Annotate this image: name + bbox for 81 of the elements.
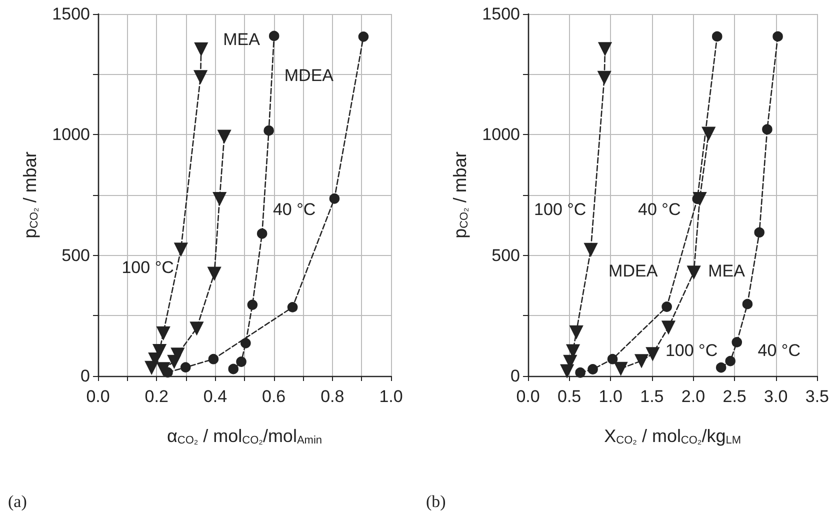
point: [732, 337, 742, 348]
x-tick-label: 0.5: [557, 387, 582, 406]
y-axis-title: pCO₂ / mbar: [20, 152, 40, 238]
point: [598, 42, 612, 56]
point: [584, 242, 598, 256]
y-tick-label: 1500: [52, 4, 90, 24]
point: [256, 228, 268, 239]
annotation: 100 °C: [534, 200, 586, 219]
point: [646, 347, 660, 360]
x-tick-label: 1.5: [640, 387, 664, 406]
annotation: MDEA: [608, 262, 658, 281]
annotation: 40 °C: [272, 200, 316, 219]
point: [634, 354, 648, 368]
point: [702, 126, 716, 140]
point: [687, 266, 700, 279]
point: [614, 362, 628, 376]
x-tick-label: 3.0: [764, 387, 788, 406]
annotation: 40 °C: [758, 341, 800, 360]
point: [662, 302, 672, 312]
point: [194, 42, 208, 56]
x-tick-label: 0.4: [203, 387, 228, 406]
x-tick-label: 0.2: [144, 387, 168, 406]
annotation: 100 °C: [122, 258, 174, 277]
point: [171, 348, 184, 361]
point: [236, 356, 246, 367]
point: [329, 193, 340, 204]
point: [208, 354, 219, 364]
y-axis-title: pCO₂ / mbar: [450, 152, 470, 238]
point: [716, 362, 726, 373]
point: [268, 30, 280, 42]
x-tick-label: 1.0: [598, 387, 622, 406]
y-tick-label: 0: [80, 366, 90, 386]
x-tick-label: 2.5: [722, 387, 746, 406]
point: [358, 32, 369, 42]
point: [152, 344, 166, 358]
x-tick-label: 0.6: [262, 387, 286, 406]
point: [212, 192, 226, 206]
point: [607, 354, 618, 364]
point: [598, 70, 611, 84]
point: [754, 227, 764, 238]
point: [662, 320, 676, 334]
text: (b): [426, 492, 446, 511]
annotation: MDEA: [284, 66, 334, 86]
x-tick-label: 0.0: [516, 387, 540, 406]
y-tick-label: 1000: [482, 125, 520, 144]
annotation: MEA: [223, 30, 261, 49]
point: [772, 31, 783, 42]
point: [190, 322, 204, 335]
annotation: MEA: [708, 262, 746, 281]
y-tick-label: 0: [510, 366, 520, 386]
point: [174, 242, 188, 256]
point: [162, 367, 173, 378]
annotation: 100 °C: [665, 341, 718, 360]
x-tick-label: 2.0: [681, 387, 706, 406]
y-tick-label: 500: [62, 246, 90, 265]
point: [228, 364, 239, 374]
point: [180, 362, 191, 372]
point: [287, 302, 298, 312]
point: [712, 31, 722, 42]
point: [725, 356, 736, 366]
x-tick-label: 0.8: [320, 387, 344, 406]
y-tick-label: 1000: [52, 125, 90, 144]
point: [247, 300, 258, 310]
point: [218, 130, 231, 144]
point: [240, 338, 251, 348]
point: [762, 124, 772, 135]
point: [570, 325, 583, 339]
point: [208, 266, 221, 280]
x-tick-label: 1.0: [379, 387, 403, 406]
point: [264, 125, 274, 136]
annotation: 40 °C: [638, 200, 681, 219]
point: [742, 298, 753, 310]
text: (a): [8, 492, 27, 511]
y-tick-label: 500: [492, 246, 520, 265]
point: [194, 70, 208, 84]
y-tick-label: 1500: [482, 4, 520, 24]
point: [588, 364, 598, 374]
point: [575, 367, 586, 378]
point: [156, 326, 170, 340]
x-tick-label: 3.5: [805, 387, 830, 406]
x-tick-label: 0.0: [86, 387, 110, 406]
